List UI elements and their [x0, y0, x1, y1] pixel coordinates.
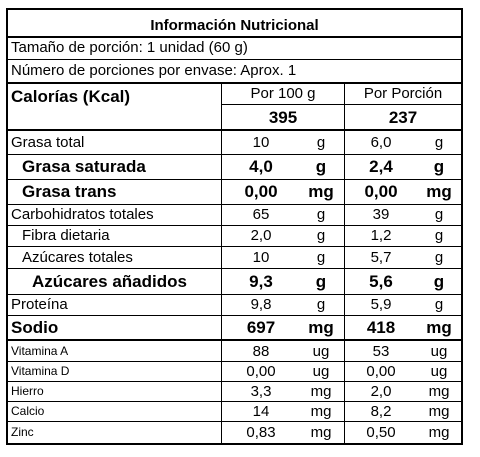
- unit-per-serving: ug: [430, 343, 448, 360]
- nutrient-label: Grasa saturada: [22, 157, 146, 176]
- value-per-serving: 5,6: [369, 272, 393, 291]
- serving-size: Tamaño de porción: 1 unidad (60 g): [11, 39, 248, 56]
- divider: [8, 82, 461, 84]
- value-per-serving: 53: [372, 343, 390, 360]
- nutrient-label: Proteína: [11, 296, 68, 313]
- value-per-100g: 9,3: [249, 272, 273, 291]
- divider: [8, 361, 461, 362]
- unit-per-100g: g: [316, 134, 326, 151]
- divider: [221, 104, 461, 105]
- column-divider: [221, 84, 222, 443]
- nutrient-label: Calcio: [11, 404, 45, 418]
- divider: [8, 401, 461, 402]
- calories-per-100g: 395: [268, 108, 298, 127]
- nutrient-label: Vitamina D: [11, 364, 70, 378]
- divider: [8, 36, 461, 38]
- per-serving-header: Por Porción: [363, 85, 443, 102]
- unit-per-100g: mg: [308, 182, 334, 201]
- value-per-100g: 697: [246, 318, 276, 337]
- divider: [8, 129, 461, 131]
- nutrient-label: Carbohidratos totales: [11, 206, 154, 223]
- servings-per-package: Número de porciones por envase: Aprox. 1: [11, 62, 297, 79]
- nutrient-label: Vitamina A: [11, 344, 69, 358]
- nutrient-label: Sodio: [11, 318, 59, 337]
- divider: [8, 421, 461, 422]
- unit-per-100g: mg: [308, 318, 334, 337]
- nutrient-label: Hierro: [11, 384, 44, 398]
- value-per-serving: 418: [366, 318, 396, 337]
- value-per-100g: 10: [252, 249, 270, 266]
- divider: [8, 59, 461, 60]
- calories-per-serving: 237: [388, 108, 418, 127]
- divider: [8, 246, 461, 247]
- value-per-100g: 0,00: [244, 182, 278, 201]
- value-per-serving: 5,7: [370, 249, 392, 266]
- unit-per-100g: g: [316, 206, 326, 223]
- unit-per-100g: g: [316, 249, 326, 266]
- unit-per-serving: g: [434, 206, 444, 223]
- per-100g-header: Por 100 g: [250, 85, 316, 102]
- value-per-serving: 5,9: [370, 296, 392, 313]
- value-per-serving: 0,00: [366, 363, 396, 380]
- divider: [8, 179, 461, 180]
- unit-per-serving: g: [434, 134, 444, 151]
- unit-per-serving: mg: [426, 182, 452, 201]
- unit-per-100g: g: [316, 227, 326, 244]
- value-per-serving: 2,4: [369, 157, 393, 176]
- value-per-serving: 0,00: [364, 182, 398, 201]
- nutrient-label: Azúcares totales: [22, 249, 133, 266]
- unit-per-serving: g: [433, 272, 445, 291]
- unit-per-100g: g: [315, 272, 327, 291]
- divider: [8, 204, 461, 205]
- value-per-serving: 0,50: [366, 424, 396, 441]
- divider: [8, 381, 461, 382]
- unit-per-100g: g: [315, 157, 327, 176]
- value-per-100g: 0,00: [246, 363, 276, 380]
- divider: [8, 268, 461, 269]
- divider: [8, 315, 461, 316]
- unit-per-100g: ug: [312, 343, 330, 360]
- value-per-100g: 88: [252, 343, 270, 360]
- value-per-serving: 6,0: [370, 134, 392, 151]
- value-per-100g: 10: [252, 134, 270, 151]
- unit-per-serving: g: [433, 157, 445, 176]
- unit-per-100g: g: [316, 296, 326, 313]
- value-per-100g: 3,3: [250, 383, 272, 400]
- unit-per-serving: g: [434, 227, 444, 244]
- unit-per-serving: g: [434, 249, 444, 266]
- unit-per-serving: ug: [430, 363, 448, 380]
- value-per-serving: 2,0: [370, 383, 392, 400]
- value-per-100g: 2,0: [250, 227, 272, 244]
- nutrient-label: Azúcares añadidos: [32, 272, 187, 291]
- nutrient-label: Fibra dietaria: [22, 227, 110, 244]
- nutrition-facts-panel: Información Nutricional Tamaño de porció…: [6, 8, 463, 445]
- unit-per-100g: mg: [310, 383, 332, 400]
- unit-per-serving: g: [434, 296, 444, 313]
- value-per-100g: 65: [252, 206, 270, 223]
- divider: [8, 339, 461, 341]
- value-per-100g: 4,0: [249, 157, 273, 176]
- value-per-serving: 1,2: [370, 227, 392, 244]
- value-per-serving: 39: [372, 206, 390, 223]
- unit-per-serving: mg: [428, 424, 450, 441]
- nutrient-label: Zinc: [11, 425, 34, 439]
- value-per-100g: 14: [252, 403, 270, 420]
- unit-per-100g: ug: [312, 363, 330, 380]
- calories-label: Calorías (Kcal): [11, 87, 131, 106]
- value-per-100g: 0,83: [246, 424, 276, 441]
- unit-per-100g: mg: [310, 424, 332, 441]
- unit-per-serving: mg: [428, 383, 450, 400]
- panel-title: Información Nutricional: [150, 17, 319, 34]
- unit-per-serving: mg: [428, 403, 450, 420]
- divider: [8, 225, 461, 226]
- divider: [8, 154, 461, 155]
- divider: [8, 294, 461, 295]
- unit-per-serving: mg: [426, 318, 452, 337]
- nutrient-label: Grasa trans: [22, 182, 117, 201]
- column-divider: [344, 84, 345, 443]
- value-per-100g: 9,8: [250, 296, 272, 313]
- nutrient-label: Grasa total: [11, 134, 85, 151]
- value-per-serving: 8,2: [370, 403, 392, 420]
- unit-per-100g: mg: [310, 403, 332, 420]
